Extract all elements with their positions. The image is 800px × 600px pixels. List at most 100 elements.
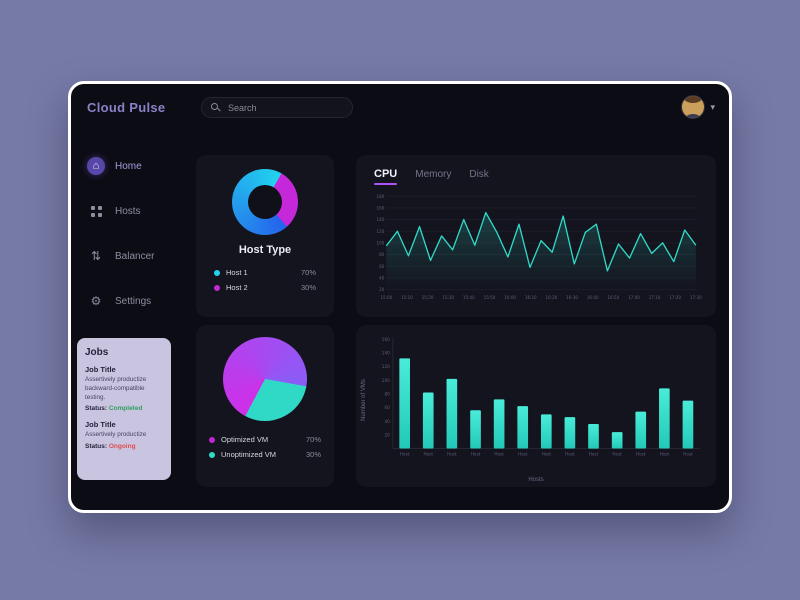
sidebar-item-label: Home xyxy=(115,160,142,172)
svg-text:160: 160 xyxy=(382,337,390,342)
app-window: Cloud Pulse ▾ ⌂ Home Hosts ⇅ Balancer ⚙ … xyxy=(68,81,732,513)
tab-cpu[interactable]: CPU xyxy=(374,168,398,185)
svg-text:16:10: 16:10 xyxy=(525,295,537,300)
job-description: Assertively productize xyxy=(85,431,147,439)
svg-text:20: 20 xyxy=(379,287,385,292)
job-status-label: Status: xyxy=(85,405,108,413)
svg-text:Host: Host xyxy=(494,452,504,457)
svg-text:80: 80 xyxy=(384,392,390,397)
svg-text:Host: Host xyxy=(589,452,599,457)
job-status: Status: Ongoing xyxy=(85,443,163,450)
legend-swatch xyxy=(214,269,220,276)
avatar[interactable] xyxy=(681,95,706,119)
legend-label: Host 1 xyxy=(226,268,248,277)
sidebar-item-balancer[interactable]: ⇅ Balancer xyxy=(87,244,191,268)
job-status-label: Status: xyxy=(85,443,108,451)
svg-text:100: 100 xyxy=(377,241,385,246)
home-icon: ⌂ xyxy=(87,157,105,175)
svg-text:60: 60 xyxy=(384,405,390,410)
sidebar-item-hosts[interactable]: Hosts xyxy=(87,199,191,223)
svg-text:17:10: 17:10 xyxy=(649,295,661,300)
svg-text:Host: Host xyxy=(447,452,457,457)
svg-text:Host: Host xyxy=(400,452,410,457)
svg-text:100: 100 xyxy=(382,378,390,383)
sidebar-item-home[interactable]: ⌂ Home xyxy=(87,154,191,178)
svg-text:Host: Host xyxy=(683,452,693,457)
legend-label: Unoptimized VM xyxy=(221,450,277,459)
svg-text:Host: Host xyxy=(660,452,670,457)
svg-text:16:50: 16:50 xyxy=(607,295,619,300)
metric-tabs: CPU Memory Disk xyxy=(356,155,716,190)
svg-text:Host: Host xyxy=(424,452,434,457)
host-type-title: Host Type xyxy=(238,244,292,256)
settings-icon: ⚙ xyxy=(90,294,102,308)
job-item[interactable]: Job Title Assertively productize backwar… xyxy=(85,365,163,412)
vm-pie-legend: Optimized VM 70% Unoptimized VM 30% xyxy=(196,432,334,462)
legend-swatch xyxy=(214,284,220,291)
svg-text:17:00: 17:00 xyxy=(628,295,640,300)
svg-text:Host: Host xyxy=(542,452,552,457)
svg-text:40: 40 xyxy=(379,276,385,281)
svg-text:16:30: 16:30 xyxy=(566,295,578,300)
job-item[interactable]: Job Title Assertively productize Status:… xyxy=(85,420,163,450)
chevron-down-icon[interactable]: ▾ xyxy=(710,101,715,112)
vm-bar-card: Number of VMs 160 140 120 100 80 60 40 20 Host Ho… xyxy=(356,325,716,487)
tab-memory[interactable]: Memory xyxy=(415,169,452,180)
legend-item: Host 1 70% xyxy=(214,265,316,280)
legend-value: 70% xyxy=(300,268,316,277)
legend-item: Optimized VM 70% xyxy=(209,432,321,447)
tab-disk[interactable]: Disk xyxy=(469,169,489,180)
job-title: Job Title xyxy=(85,365,116,374)
svg-text:Host: Host xyxy=(518,452,528,457)
host-type-donut xyxy=(232,169,298,235)
job-status: Status: Completed xyxy=(85,405,163,412)
bar-chart-y-axis-label: Number of VMs xyxy=(361,379,367,421)
svg-text:160: 160 xyxy=(377,206,385,211)
host-type-legend: Host 1 70% Host 2 30% xyxy=(196,265,334,295)
svg-text:20: 20 xyxy=(384,433,390,438)
svg-text:140: 140 xyxy=(377,217,385,222)
sidebar-item-settings[interactable]: ⚙ Settings xyxy=(87,289,191,313)
legend-value: 30% xyxy=(305,450,321,459)
sidebar-item-label: Settings xyxy=(115,295,152,307)
svg-text:17:30: 17:30 xyxy=(690,295,702,300)
jobs-panel-title: Jobs xyxy=(85,347,109,358)
legend-label: Host 2 xyxy=(226,283,248,292)
job-description: Assertively productize backward-compatib… xyxy=(85,376,147,401)
sidebar: ⌂ Home Hosts ⇅ Balancer ⚙ Settings xyxy=(87,154,191,334)
legend-swatch xyxy=(209,451,215,458)
svg-text:80: 80 xyxy=(379,252,385,257)
vm-pie xyxy=(223,337,307,421)
svg-text:180: 180 xyxy=(377,194,385,199)
svg-text:16:40: 16:40 xyxy=(587,295,599,300)
balancer-icon: ⇅ xyxy=(90,249,102,263)
svg-text:Host: Host xyxy=(565,452,575,457)
search-input[interactable] xyxy=(226,101,340,114)
host-type-card: Host Type Host 1 70% Host 2 30% xyxy=(196,155,334,317)
legend-value: 30% xyxy=(300,283,316,292)
search-box[interactable] xyxy=(201,97,353,118)
svg-text:Host: Host xyxy=(471,452,481,457)
svg-text:17:20: 17:20 xyxy=(669,295,681,300)
jobs-panel: Jobs Job Title Assertively productize ba… xyxy=(77,338,171,480)
legend-item: Unoptimized VM 30% xyxy=(209,447,321,462)
svg-text:140: 140 xyxy=(382,351,390,356)
search-icon xyxy=(211,103,220,112)
job-status-value: Completed xyxy=(108,405,143,413)
vm-bar-chart: 160 140 120 100 80 60 40 20 Host Host Host Host Host… xyxy=(382,337,700,457)
job-status-value: Ongoing xyxy=(108,443,136,451)
svg-text:40: 40 xyxy=(384,419,390,424)
cpu-chart-card: CPU Memory Disk 180 160 140 120 100 80 60 40 20 1… xyxy=(356,155,716,317)
legend-item: Host 2 30% xyxy=(214,280,316,295)
user-menu[interactable]: ▾ xyxy=(681,95,715,119)
donut-hole xyxy=(248,185,282,219)
vm-pie-card: Optimized VM 70% Unoptimized VM 30% xyxy=(196,325,334,487)
svg-text:15:20: 15:20 xyxy=(422,295,434,300)
legend-label: Optimized VM xyxy=(221,435,269,444)
svg-text:16:20: 16:20 xyxy=(546,295,558,300)
svg-text:120: 120 xyxy=(382,364,390,369)
svg-text:120: 120 xyxy=(377,229,385,234)
bar-chart-x-axis-label: Hosts xyxy=(528,477,544,483)
job-title: Job Title xyxy=(85,420,116,430)
svg-text:60: 60 xyxy=(379,264,385,269)
